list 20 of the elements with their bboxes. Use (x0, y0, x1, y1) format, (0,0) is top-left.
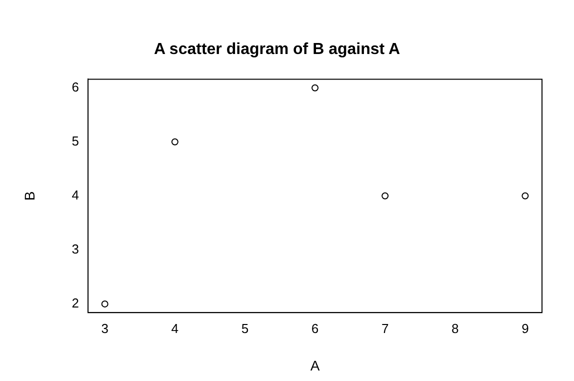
x-axis-title: A (310, 357, 320, 374)
x-tick-label: 8 (452, 320, 459, 336)
x-tick-label: 5 (241, 320, 249, 336)
y-axis-title: B (21, 191, 38, 201)
x-tick-label: 6 (311, 320, 319, 336)
x-tick-label: 3 (101, 320, 108, 336)
x-tick-label: 7 (381, 320, 389, 336)
x-tick-label: 9 (522, 320, 529, 336)
point (171, 138, 178, 146)
y-tick-label: 5 (72, 133, 80, 148)
y-tick-label: 3 (72, 242, 80, 257)
point (312, 84, 319, 92)
x-tick-label: 4 (171, 320, 179, 336)
point (101, 300, 108, 308)
y-tick-label: 4 (72, 187, 80, 202)
point (382, 192, 389, 200)
y-tick-label: 6 (72, 79, 80, 94)
point (522, 192, 529, 200)
y-tick-label: 2 (72, 296, 80, 311)
chart-title: A scatter diagram of B against A (154, 41, 400, 58)
